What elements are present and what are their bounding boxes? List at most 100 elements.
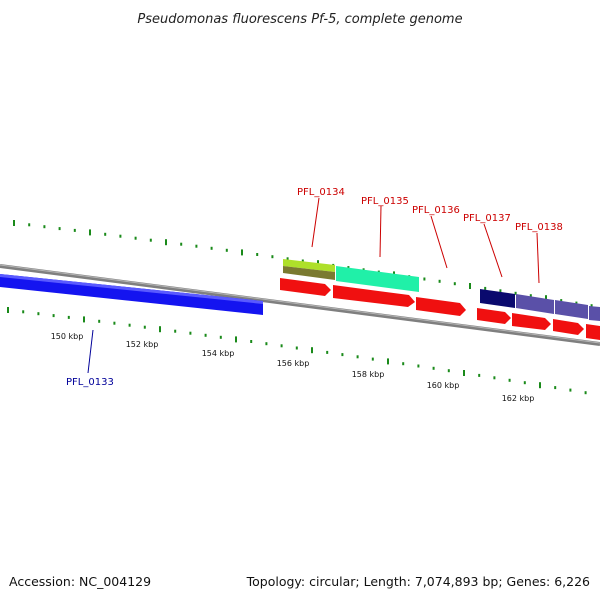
- inner-tick-minor: [265, 342, 268, 346]
- map-title: Pseudomonas fluorescens Pf-5, complete g…: [137, 12, 462, 27]
- leader-pfl-0133: [87, 329, 94, 374]
- outer-tick-minor: [423, 277, 426, 281]
- inner-tick-minor: [174, 329, 177, 333]
- outer-tick-minor: [590, 304, 593, 308]
- scale-label: 158 kbp: [352, 370, 385, 379]
- inner-tick-minor: [204, 333, 207, 337]
- outer-tick-major: [13, 220, 15, 226]
- gene-label-pfl-0138[interactable]: PFL_0138: [515, 222, 563, 233]
- outer-tick-minor: [438, 279, 441, 283]
- inner-tick-minor: [295, 346, 298, 350]
- inner-tick-major: [387, 358, 389, 365]
- inner-tick-minor: [523, 381, 526, 385]
- outer-tick-major: [165, 239, 167, 246]
- scale-label: 152 kbp: [126, 340, 159, 349]
- leader-pfl-0137: [483, 223, 503, 278]
- gene-bar-pfl-0134-lower[interactable]: [283, 266, 335, 280]
- outer-tick-minor: [149, 238, 152, 242]
- outer-tick-minor: [301, 259, 304, 263]
- inner-tick-minor: [250, 340, 253, 343]
- gene-label-pfl-0136[interactable]: PFL_0136: [412, 205, 460, 216]
- leader-pfl-0136: [430, 215, 448, 269]
- inner-tick-minor: [478, 373, 481, 377]
- gene-bar-pfl-0139[interactable]: [589, 306, 600, 321]
- outer-tick-minor: [575, 301, 578, 305]
- genome-summary-text: Topology: circular; Length: 7,074,893 bp…: [246, 574, 590, 589]
- scale-label: 154 kbp: [202, 349, 235, 358]
- inner-tick-minor: [128, 323, 131, 327]
- leader-pfl-0134: [311, 197, 320, 248]
- gene-label-pfl-0135[interactable]: PFL_0135: [361, 196, 409, 207]
- outer-tick-major: [89, 229, 91, 236]
- gene-label-pfl-0134[interactable]: PFL_0134: [297, 187, 345, 198]
- gene-label-leaders: [87, 197, 540, 374]
- leader-pfl-0135: [379, 205, 382, 258]
- inner-tick-major: [7, 307, 9, 313]
- inner-tick-major: [235, 336, 237, 343]
- outer-tick-minor: [43, 225, 46, 229]
- inner-tick-minor: [584, 391, 587, 395]
- inner-tick-minor: [22, 310, 25, 314]
- outer-tick-minor: [119, 234, 122, 238]
- gene-bar-pfl-0133[interactable]: [0, 274, 263, 315]
- outer-tick-minor: [210, 246, 213, 250]
- cds-arrow-3[interactable]: [416, 297, 466, 316]
- accession-text: Accession: NC_004129: [9, 574, 151, 589]
- gene-bar-pfl-0133-shine: [0, 274, 263, 304]
- outer-tick-major: [241, 249, 243, 256]
- gene-bar-pfl-0135[interactable]: [336, 266, 419, 292]
- outer-tick-minor: [58, 227, 61, 231]
- gene-labels: PFL_0133 PFL_0134 PFL_0135 PFL_0136 PFL_…: [66, 187, 563, 388]
- outer-tick-minor: [499, 289, 502, 293]
- inner-tick-major: [311, 347, 313, 354]
- scale-label: 160 kbp: [427, 381, 460, 390]
- genome-backbone: [0, 264, 600, 346]
- inner-tick-major: [159, 326, 161, 333]
- inner-tick-minor: [554, 386, 557, 390]
- outer-tick-minor: [225, 248, 228, 252]
- outer-tick-minor: [453, 282, 456, 286]
- outer-tick-minor: [347, 266, 350, 270]
- cds-arrow-6[interactable]: [553, 319, 584, 335]
- inner-tick-minor: [113, 321, 116, 325]
- cds-arrow-5[interactable]: [512, 313, 551, 330]
- inner-tick-minor: [52, 314, 55, 318]
- genome-backbone-highlight: [0, 264, 600, 344]
- outer-tick-minor: [134, 236, 137, 240]
- gene-label-pfl-0137[interactable]: PFL_0137: [463, 213, 511, 224]
- inner-tick-ring: [7, 307, 587, 395]
- inner-tick-minor: [493, 376, 496, 380]
- inner-tick-minor: [341, 353, 344, 357]
- outer-tick-minor: [484, 286, 487, 290]
- outer-tick-minor: [195, 244, 198, 248]
- gene-bar-pfl-0138[interactable]: [555, 300, 588, 319]
- inner-tick-minor: [432, 366, 435, 370]
- inner-tick-minor: [189, 331, 192, 335]
- outer-tick-minor: [256, 253, 259, 256]
- gene-bar-pfl-0137[interactable]: [516, 294, 554, 314]
- cds-arrow-1[interactable]: [280, 278, 331, 296]
- outer-tick-minor: [560, 299, 563, 303]
- inner-tick-minor: [508, 378, 511, 382]
- scale-label: 156 kbp: [277, 359, 310, 368]
- cds-arrow-7[interactable]: [586, 324, 600, 340]
- cds-arrow-4[interactable]: [477, 308, 511, 324]
- gene-bar-pfl-0134[interactable]: [283, 259, 335, 272]
- leader-pfl-0138: [536, 232, 540, 284]
- gene-bar-pfl-0136[interactable]: [480, 289, 515, 308]
- scale-labels: 150 kbp 152 kbp 154 kbp 156 kbp 158 kbp …: [51, 332, 535, 403]
- cds-arrow-2[interactable]: [333, 285, 415, 307]
- outer-tick-major: [469, 283, 471, 289]
- scale-label: 150 kbp: [51, 332, 84, 341]
- outer-tick-minor: [28, 223, 31, 227]
- inner-tick-major: [539, 382, 541, 389]
- inner-tick-minor: [219, 335, 222, 339]
- inner-tick-minor: [447, 369, 450, 373]
- scale-label: 162 kbp: [502, 394, 535, 403]
- gene-label-pfl-0133[interactable]: PFL_0133: [66, 377, 114, 388]
- inner-tick-minor: [569, 388, 572, 392]
- outer-tick-minor: [180, 242, 183, 246]
- inner-tick-minor: [326, 350, 329, 354]
- inner-tick-minor: [402, 362, 405, 366]
